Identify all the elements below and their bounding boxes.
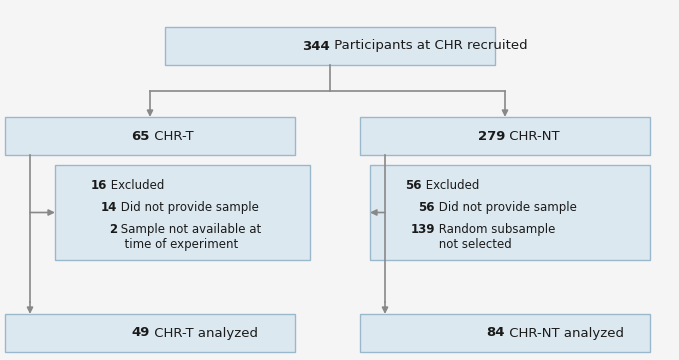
- Text: Did not provide sample: Did not provide sample: [435, 201, 577, 214]
- Text: Sample not available at
  time of experiment: Sample not available at time of experime…: [117, 223, 261, 251]
- FancyBboxPatch shape: [360, 314, 650, 352]
- Text: 279: 279: [477, 130, 505, 143]
- Text: 84: 84: [486, 327, 505, 339]
- Text: Excluded: Excluded: [422, 179, 479, 192]
- FancyBboxPatch shape: [5, 314, 295, 352]
- Text: Participants at CHR recruited: Participants at CHR recruited: [330, 40, 528, 53]
- Text: 344: 344: [302, 40, 330, 53]
- FancyBboxPatch shape: [165, 27, 495, 65]
- Text: CHR-NT: CHR-NT: [505, 130, 559, 143]
- Text: Random subsample
 not selected: Random subsample not selected: [435, 223, 555, 251]
- Text: 139: 139: [411, 223, 435, 236]
- Text: 16: 16: [90, 179, 107, 192]
- Text: Excluded: Excluded: [107, 179, 164, 192]
- Text: CHR-T analyzed: CHR-T analyzed: [150, 327, 258, 339]
- Text: 2: 2: [109, 223, 117, 236]
- Text: 65: 65: [132, 130, 150, 143]
- FancyBboxPatch shape: [5, 117, 295, 155]
- Text: Did not provide sample: Did not provide sample: [117, 201, 259, 214]
- FancyBboxPatch shape: [55, 165, 310, 260]
- Text: 56: 56: [405, 179, 422, 192]
- Text: 14: 14: [100, 201, 117, 214]
- Text: 56: 56: [418, 201, 435, 214]
- Text: CHR-NT analyzed: CHR-NT analyzed: [505, 327, 624, 339]
- FancyBboxPatch shape: [370, 165, 650, 260]
- Text: 49: 49: [132, 327, 150, 339]
- FancyBboxPatch shape: [360, 117, 650, 155]
- Text: CHR-T: CHR-T: [150, 130, 194, 143]
